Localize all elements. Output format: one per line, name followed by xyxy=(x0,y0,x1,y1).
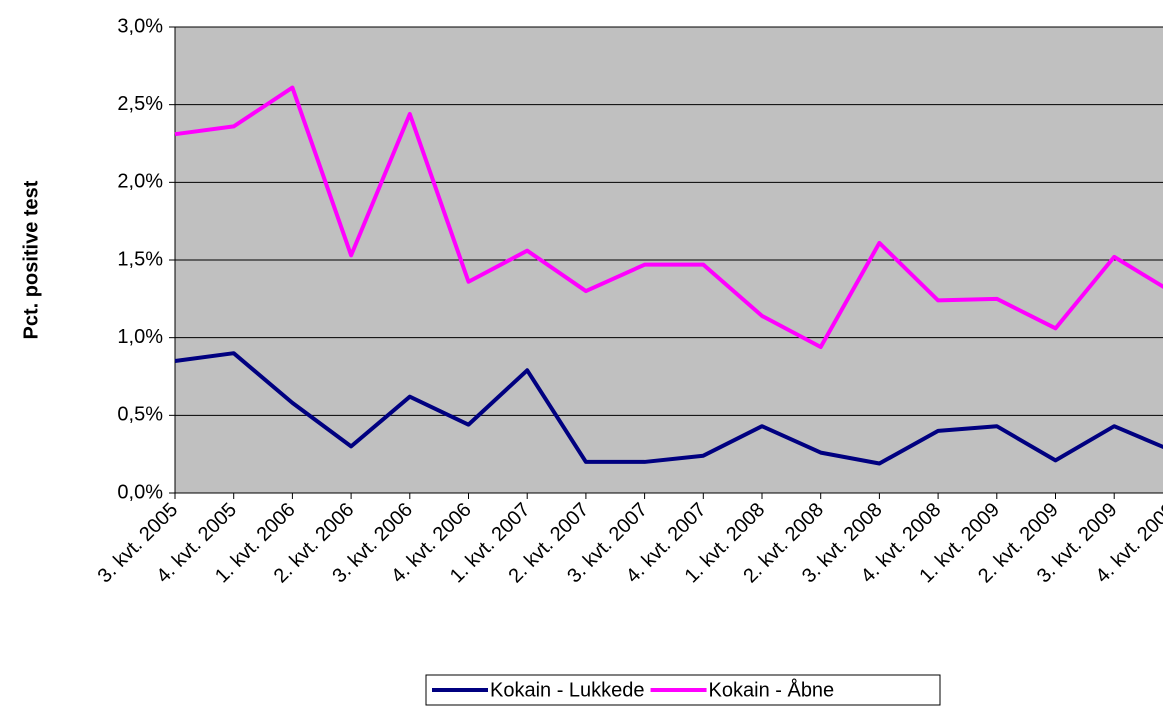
data-line xyxy=(174,351,1163,466)
y-tick-label: 0,0% xyxy=(117,481,163,503)
y-tick-label: 2,0% xyxy=(117,171,163,193)
y-tick-label: 0,5% xyxy=(117,404,163,426)
y-tick-label: 1,0% xyxy=(117,326,163,348)
legend-label: Kokain - Åbne xyxy=(709,678,835,701)
y-axis-label: Pct. positive test xyxy=(20,180,42,339)
y-tick-label: 2,5% xyxy=(117,93,163,115)
data-line xyxy=(174,85,1163,349)
y-tick-label: 3,0% xyxy=(117,15,163,37)
y-tick-label: 1,5% xyxy=(117,248,163,270)
legend-label: Kokain - Lukkede xyxy=(490,679,645,701)
